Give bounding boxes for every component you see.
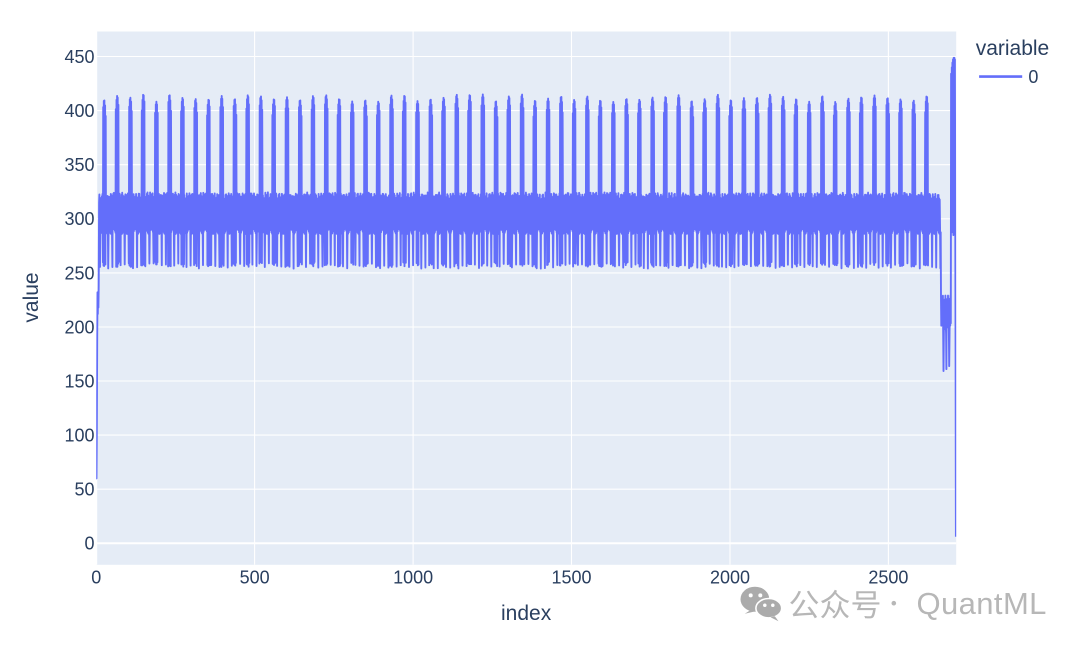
svg-text:400: 400 [64, 101, 94, 121]
svg-text:variable: variable [976, 37, 1050, 60]
svg-text:1500: 1500 [551, 567, 591, 587]
svg-text:2500: 2500 [868, 567, 908, 587]
svg-text:0: 0 [1028, 67, 1038, 87]
svg-text:200: 200 [64, 317, 94, 337]
svg-text:index: index [501, 602, 552, 625]
svg-text:0: 0 [91, 567, 101, 587]
svg-text:QuantML: QuantML [917, 586, 1047, 621]
svg-text:350: 350 [64, 155, 94, 175]
svg-text:150: 150 [64, 371, 94, 391]
svg-text:450: 450 [64, 47, 94, 67]
svg-text:500: 500 [240, 567, 270, 587]
svg-text:100: 100 [64, 426, 94, 446]
svg-text:0: 0 [84, 534, 94, 554]
svg-text:50: 50 [74, 480, 94, 500]
svg-text:value: value [20, 272, 43, 322]
svg-text:300: 300 [64, 209, 94, 229]
svg-text:1000: 1000 [393, 567, 433, 587]
svg-text:2000: 2000 [710, 567, 750, 587]
svg-text:250: 250 [64, 263, 94, 283]
